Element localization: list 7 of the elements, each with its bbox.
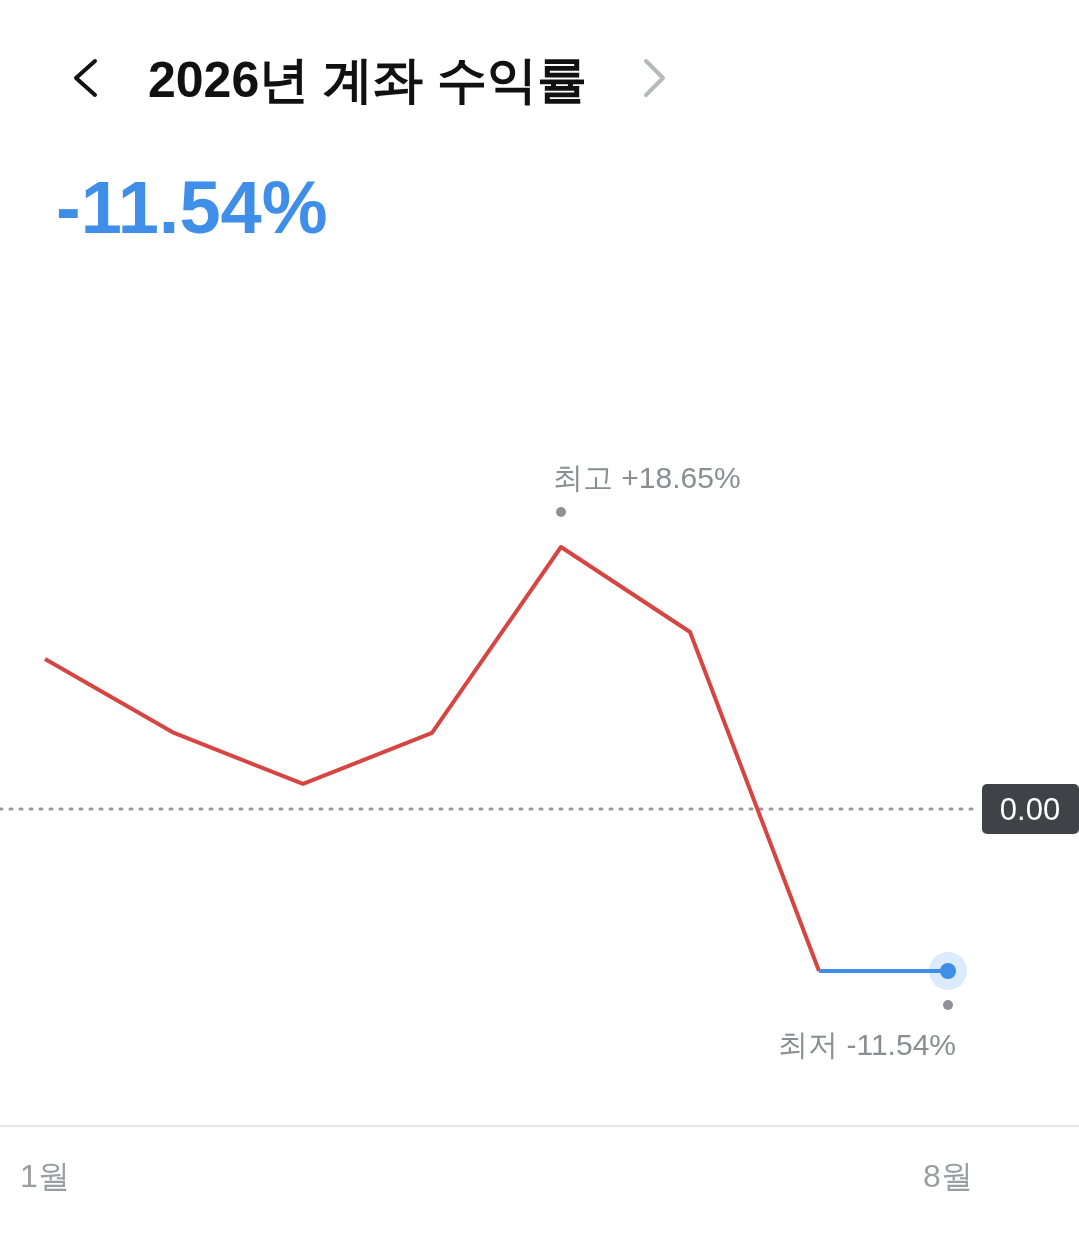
x-tick-label: 1월 [20, 1158, 70, 1194]
x-tick-label: 8월 [923, 1158, 973, 1194]
ref-line-label: 0.00 [999, 791, 1061, 827]
chart-title: 2026년 계좌 수익률 [148, 52, 588, 108]
chart-subtitle: -11.54% [56, 166, 328, 249]
data-label: 최고 +18.65% [553, 461, 741, 494]
data-label: 최저 -11.54% [778, 1028, 956, 1061]
